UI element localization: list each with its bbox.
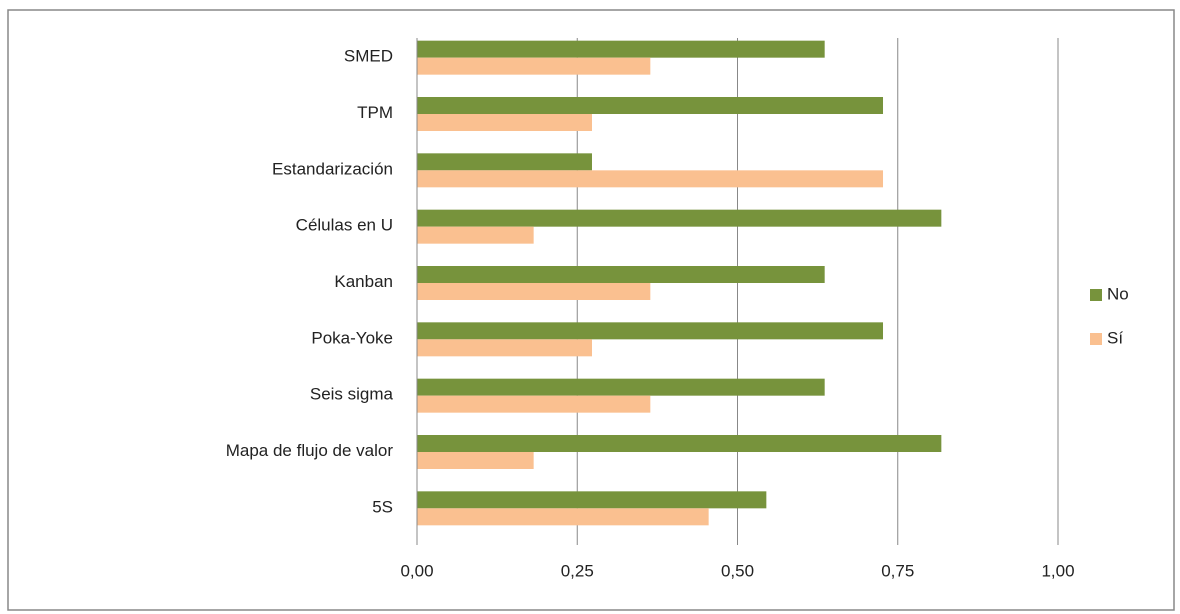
y-tick-label: Kanban: [334, 272, 393, 291]
legend-swatch: [1090, 289, 1102, 301]
bar: [417, 114, 592, 131]
bar: [417, 283, 651, 300]
bar: [417, 491, 767, 509]
bar: [417, 266, 825, 283]
y-tick-label: 5S: [372, 497, 393, 516]
x-tick-label: 0,75: [881, 561, 914, 580]
bar: [417, 153, 592, 171]
bar: [417, 57, 651, 75]
bar: [417, 378, 825, 396]
legend-swatch: [1090, 333, 1102, 345]
y-tick-label: Células en U: [296, 216, 393, 235]
x-tick-label: 0,50: [721, 561, 754, 580]
y-tick-label: Seis sigma: [310, 385, 394, 404]
y-tick-label: SMED: [344, 47, 393, 66]
y-tick-label: Estandarización: [272, 159, 393, 178]
bar: [417, 508, 709, 526]
y-tick-label: Poka-Yoke: [311, 328, 393, 347]
y-tick-label: TPM: [357, 103, 393, 122]
x-tick-label: 1,00: [1041, 561, 1074, 580]
x-tick-label: 0,00: [400, 561, 433, 580]
bar: [417, 170, 884, 188]
bar: [417, 40, 825, 58]
bar: [417, 322, 884, 340]
x-tick-label: 0,25: [561, 561, 594, 580]
legend-label: Sí: [1107, 328, 1123, 347]
bar: [417, 97, 884, 114]
bar: [417, 395, 651, 413]
legend-label: No: [1107, 284, 1129, 303]
bar: [417, 452, 534, 469]
bar: [417, 226, 534, 244]
bar: [417, 209, 942, 227]
bar: [417, 435, 942, 452]
bar: [417, 339, 592, 357]
y-tick-label: Mapa de flujo de valor: [226, 441, 394, 460]
